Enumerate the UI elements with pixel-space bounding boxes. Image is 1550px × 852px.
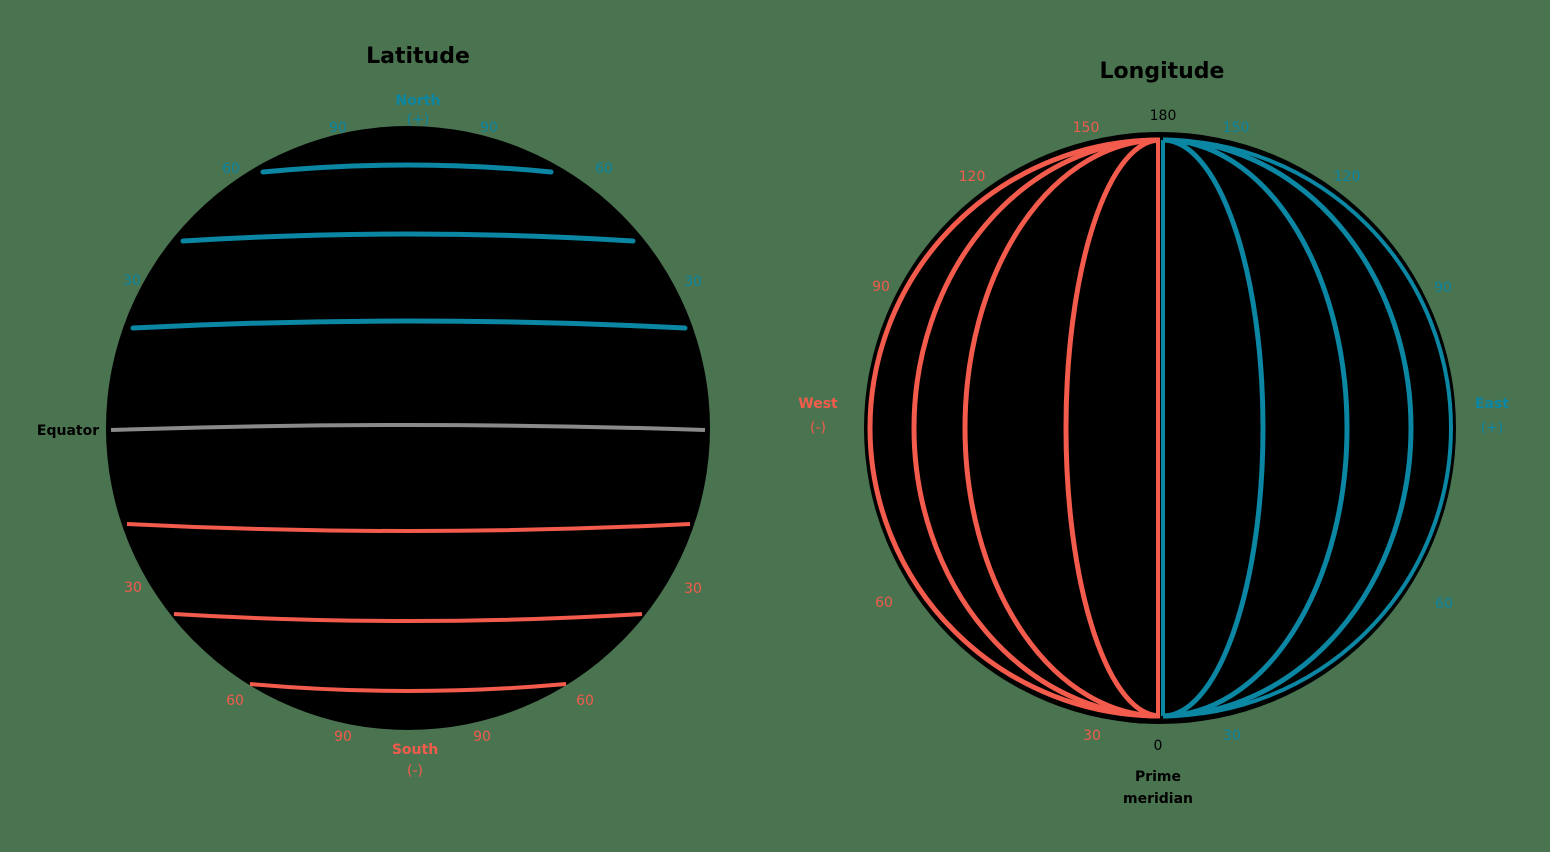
- north-label: North: [396, 93, 441, 109]
- longitude-panel: Longitude 180 150 150 120 120 90 90 West…: [798, 59, 1509, 807]
- meridian-east-4: [1162, 137, 1266, 719]
- west-tick-120: 120: [959, 169, 986, 185]
- south-tick-left-90: 90: [334, 729, 352, 745]
- south-tick-right-30: 30: [684, 581, 702, 597]
- east-tick-120: 120: [1334, 169, 1361, 185]
- north-tick-left-30: 30: [123, 273, 141, 289]
- north-sign: (+): [407, 112, 430, 128]
- north-tick-left-60: 60: [222, 161, 240, 177]
- longitude-title: Longitude: [1100, 59, 1225, 84]
- equator-label: Equator: [37, 423, 99, 439]
- parallel-south-30: [126, 522, 691, 533]
- prime-meridian-label-line2: meridian: [1123, 791, 1193, 807]
- south-label: South: [392, 742, 438, 758]
- west-tick-90: 90: [872, 279, 890, 295]
- latitude-panel: Latitude North (+) 90 90 60 60 30 30 Equ…: [37, 44, 710, 779]
- west-tick-30: 30: [1083, 728, 1101, 744]
- meridian-east-3: [1162, 137, 1350, 719]
- north-tick-right-90: 90: [480, 120, 498, 136]
- parallel-north-30: [130, 318, 688, 331]
- west-sign: (-): [810, 420, 826, 436]
- east-sign: (+): [1481, 420, 1504, 436]
- south-tick-right-90: 90: [473, 729, 491, 745]
- east-tick-90: 90: [1434, 280, 1452, 296]
- longitude-180-label: 180: [1150, 108, 1177, 124]
- parallel-north-30-upper: [180, 231, 636, 244]
- equator-line: [110, 423, 706, 432]
- meridian-east-outer: [1162, 138, 1453, 718]
- meridian-west-outer: [867, 137, 1161, 719]
- east-label: East: [1475, 396, 1509, 412]
- longitude-0-label: 0: [1154, 738, 1163, 754]
- north-tick-right-60: 60: [595, 161, 613, 177]
- parallel-north-60: [260, 162, 554, 175]
- west-tick-60: 60: [875, 595, 893, 611]
- south-tick-left-60: 60: [226, 693, 244, 709]
- meridian-west-2: [911, 137, 1161, 719]
- east-tick-150: 150: [1223, 120, 1250, 136]
- parallel-south-60: [249, 682, 567, 693]
- south-tick-left-30: 30: [124, 580, 142, 596]
- meridian-east-2: [1162, 137, 1414, 719]
- north-tick-right-30: 30: [684, 274, 702, 290]
- prime-meridian-label-line1: Prime: [1135, 769, 1181, 785]
- west-tick-150: 150: [1073, 120, 1100, 136]
- east-tick-60: 60: [1435, 596, 1453, 612]
- meridian-west-3: [962, 137, 1161, 719]
- meridian-west-4: [1063, 137, 1161, 719]
- latitude-title: Latitude: [366, 44, 470, 69]
- east-tick-30: 30: [1223, 728, 1241, 744]
- north-tick-left-90: 90: [329, 120, 347, 136]
- south-tick-right-60: 60: [576, 693, 594, 709]
- latitude-globe: [106, 126, 710, 730]
- west-label: West: [798, 396, 838, 412]
- parallel-south-30-lower: [173, 612, 643, 623]
- south-sign: (-): [407, 763, 423, 779]
